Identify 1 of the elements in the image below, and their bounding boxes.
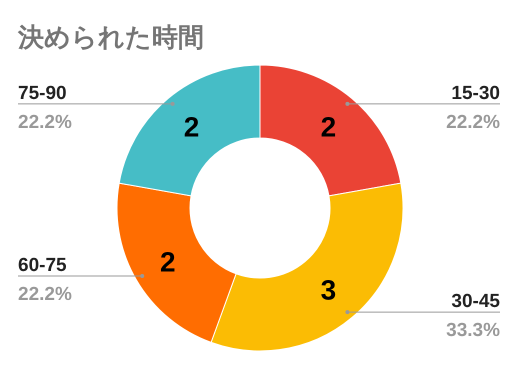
title: 決められた時間 — [18, 22, 204, 52]
